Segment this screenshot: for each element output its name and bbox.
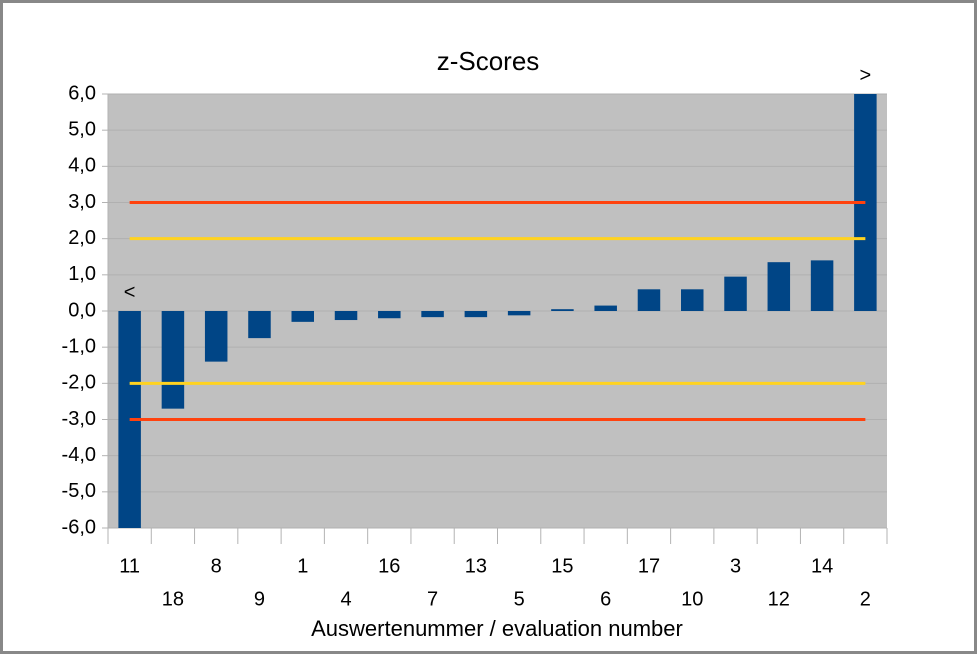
bar <box>378 311 401 319</box>
y-tick-label: 1,0 <box>68 263 96 285</box>
x-tick-label: 1 <box>297 555 308 577</box>
y-tick-label: -6,0 <box>62 516 96 538</box>
y-tick-label: 4,0 <box>68 155 96 177</box>
chart-title: z-Scores <box>437 46 540 76</box>
x-tick-label: 18 <box>162 588 184 610</box>
x-tick-label: 6 <box>600 588 611 610</box>
x-tick-label: 2 <box>860 588 871 610</box>
bar <box>680 289 704 311</box>
bar <box>810 260 834 311</box>
bar <box>161 311 185 409</box>
x-tick-label: 15 <box>551 555 573 577</box>
x-tick-label: 4 <box>340 588 351 610</box>
bar <box>724 276 747 311</box>
bar <box>291 311 315 322</box>
bar <box>248 311 271 339</box>
y-tick-label: -4,0 <box>62 444 96 466</box>
x-tick-label: 14 <box>811 555 833 577</box>
x-tick-label: 13 <box>465 555 487 577</box>
y-tick-label: 2,0 <box>68 227 96 249</box>
x-tick-label: 12 <box>768 588 790 610</box>
bar <box>594 305 617 311</box>
bar <box>334 311 358 321</box>
bar <box>464 311 488 318</box>
x-tick-label: 5 <box>514 588 525 610</box>
x-tick-label: 16 <box>378 555 400 577</box>
x-tick-label: 9 <box>254 588 265 610</box>
x-axis-title: Auswertenummer / evaluation number <box>311 616 683 641</box>
y-tick-label: 0,0 <box>68 299 96 321</box>
bar <box>204 311 228 362</box>
bar <box>551 309 574 311</box>
x-tick-label: 10 <box>681 588 703 610</box>
y-tick-label: 3,0 <box>68 191 96 213</box>
y-tick-label: -2,0 <box>62 372 96 394</box>
y-tick-label: 6,0 <box>68 82 96 104</box>
x-tick-label: 11 <box>119 555 140 577</box>
y-tick-label: 5,0 <box>68 118 96 140</box>
annotation: < <box>124 281 136 303</box>
y-tick-label: -5,0 <box>62 480 96 502</box>
x-tick-label: 3 <box>730 555 741 577</box>
annotation: > <box>860 64 872 86</box>
bar <box>507 311 531 316</box>
bar <box>637 289 661 311</box>
x-tick-label: 17 <box>638 555 660 577</box>
bar <box>767 262 791 311</box>
y-tick-label: -1,0 <box>62 335 96 357</box>
y-tick-label: -3,0 <box>62 408 96 430</box>
bar <box>421 311 444 318</box>
x-tick-label: 8 <box>211 555 222 577</box>
x-tick-label: 7 <box>427 588 438 610</box>
